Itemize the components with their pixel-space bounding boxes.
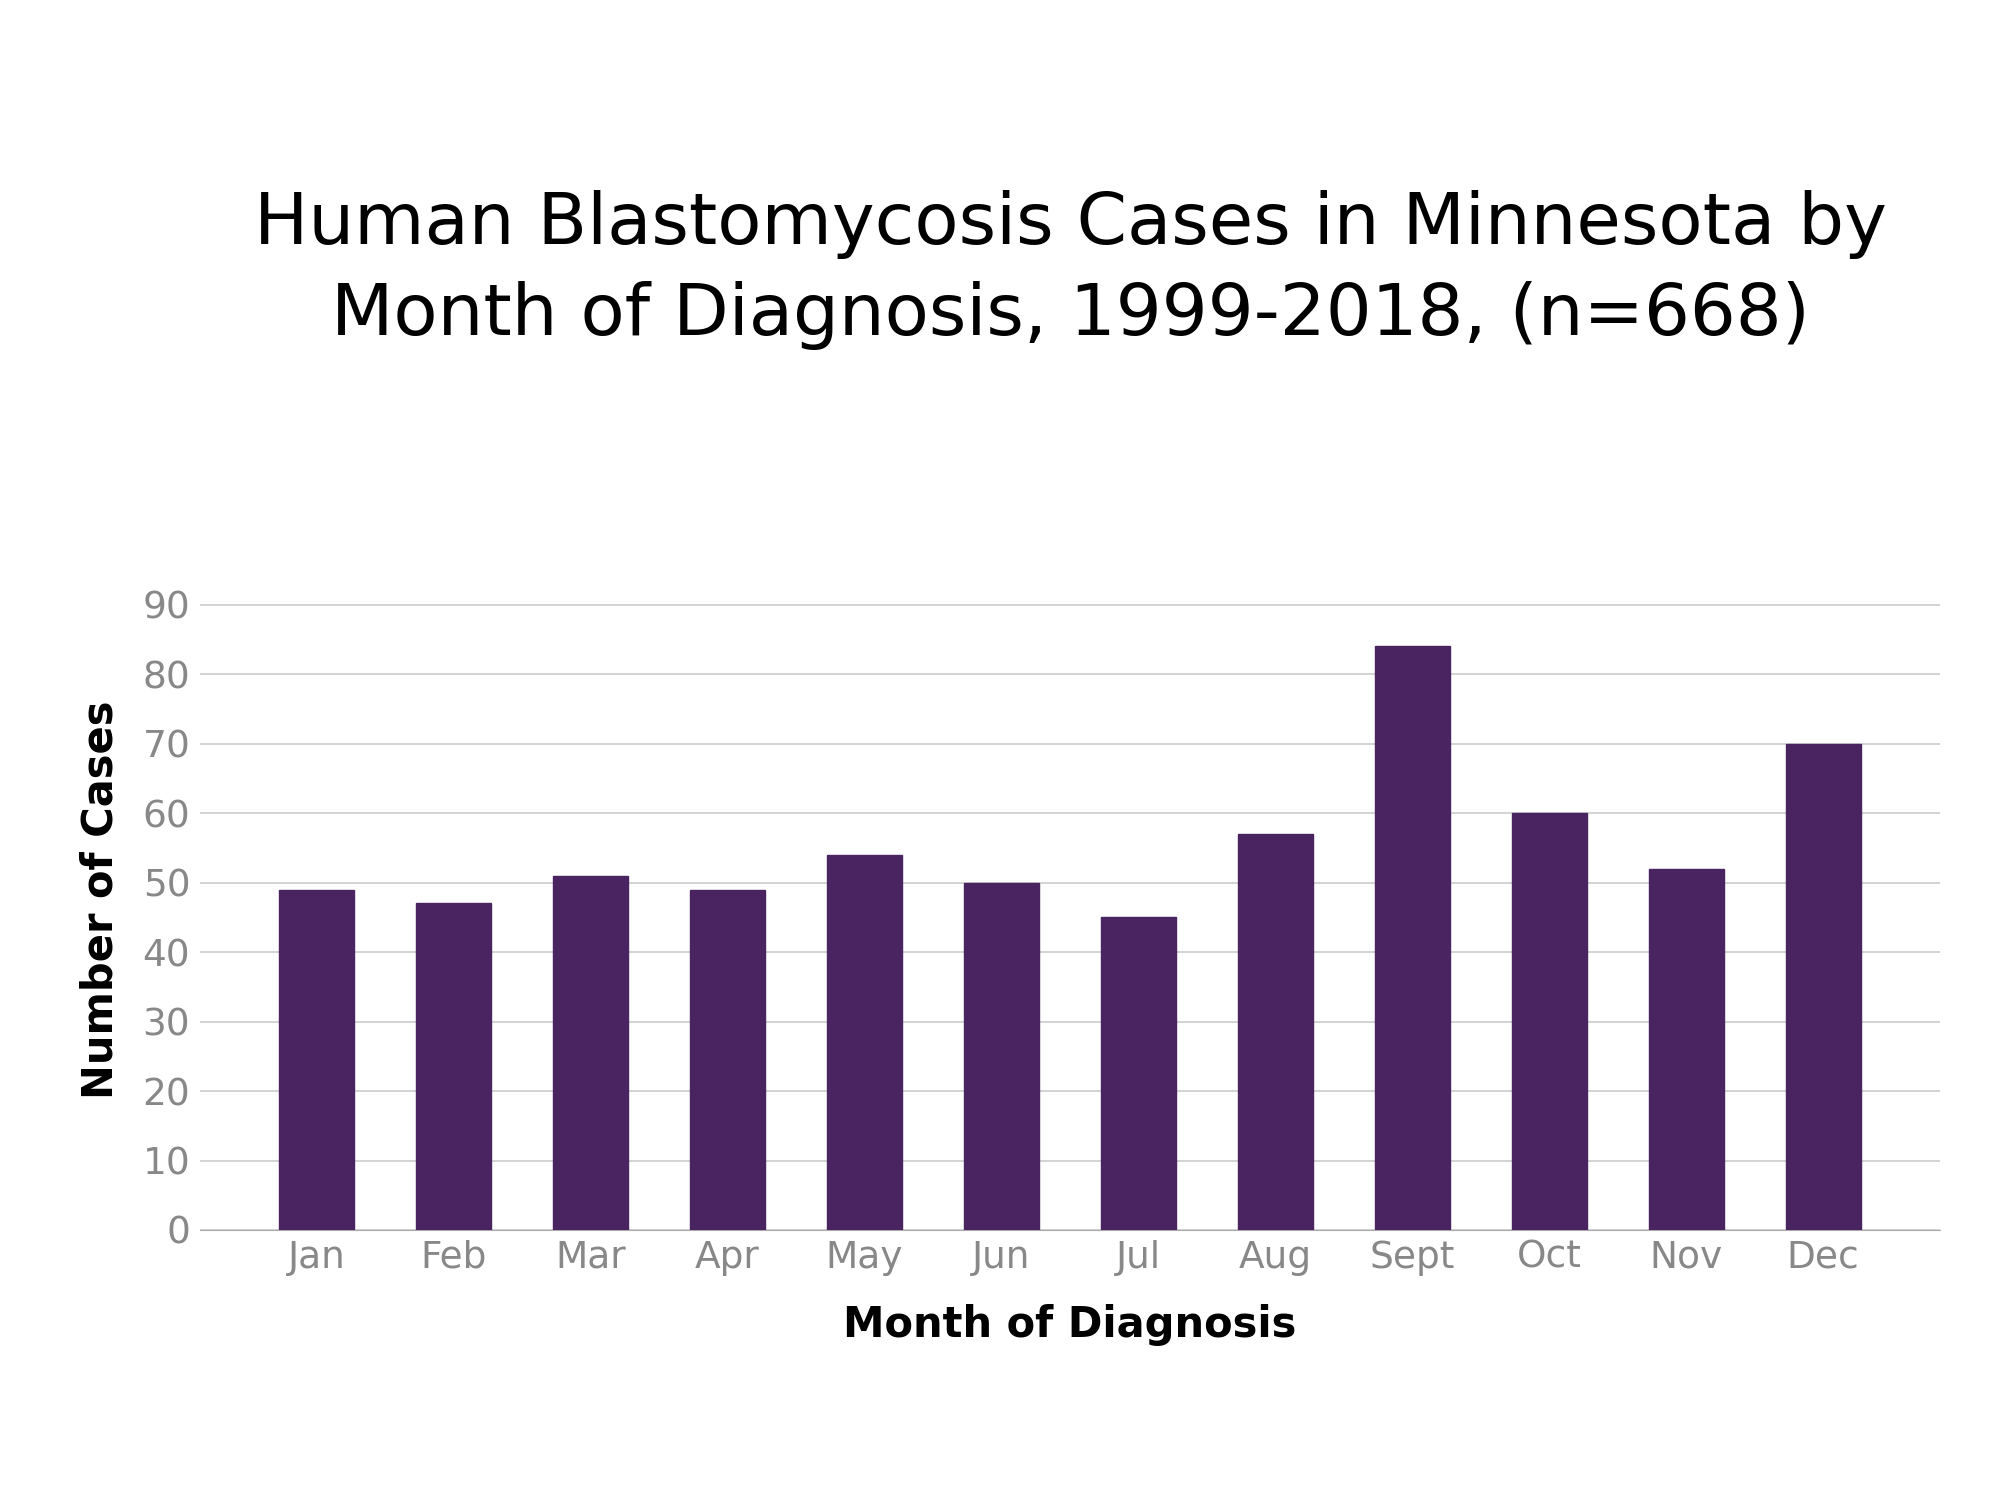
- Bar: [552, 876, 628, 1230]
- X-axis label: Month of Diagnosis: Month of Diagnosis: [844, 1304, 1296, 1346]
- Bar: [964, 882, 1040, 1230]
- Text: Human Blastomycosis Cases in Minnesota by
Month of Diagnosis, 1999-2018, (n=668): Human Blastomycosis Cases in Minnesota b…: [254, 190, 1886, 350]
- Bar: [1648, 868, 1724, 1230]
- Bar: [1238, 834, 1314, 1230]
- Bar: [416, 903, 492, 1230]
- Bar: [1786, 744, 1860, 1230]
- Y-axis label: Number of Cases: Number of Cases: [80, 700, 122, 1100]
- Bar: [1512, 813, 1588, 1230]
- Bar: [1374, 646, 1450, 1230]
- Bar: [826, 855, 902, 1230]
- Bar: [690, 890, 766, 1230]
- Bar: [1100, 918, 1176, 1230]
- Bar: [280, 890, 354, 1230]
